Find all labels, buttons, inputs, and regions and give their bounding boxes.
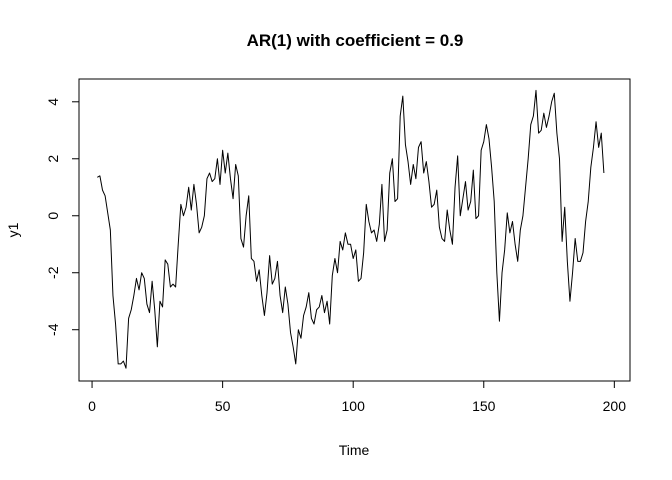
x-tick-label: 0	[88, 398, 96, 414]
y-tick-label: -4	[45, 323, 61, 336]
chart-title: AR(1) with coefficient = 0.9	[247, 31, 464, 50]
x-tick-label: 100	[342, 398, 366, 414]
x-tick-label: 150	[472, 398, 496, 414]
x-axis-label: Time	[339, 442, 370, 458]
x-tick-label: 200	[603, 398, 627, 414]
series-line-0	[97, 89, 605, 369]
series-layer	[97, 89, 605, 369]
y-tick-label: 4	[45, 98, 61, 106]
y-tick-label: 2	[45, 155, 61, 163]
y-tick-label: -2	[45, 266, 61, 279]
y-axis-label: y1	[5, 222, 21, 237]
x-tick-label: 50	[215, 398, 231, 414]
x-axis: 0 50 100 150 200	[88, 380, 627, 414]
y-tick-label: 0	[45, 212, 61, 220]
y-axis: -4 -2 0 2 4	[45, 98, 80, 336]
